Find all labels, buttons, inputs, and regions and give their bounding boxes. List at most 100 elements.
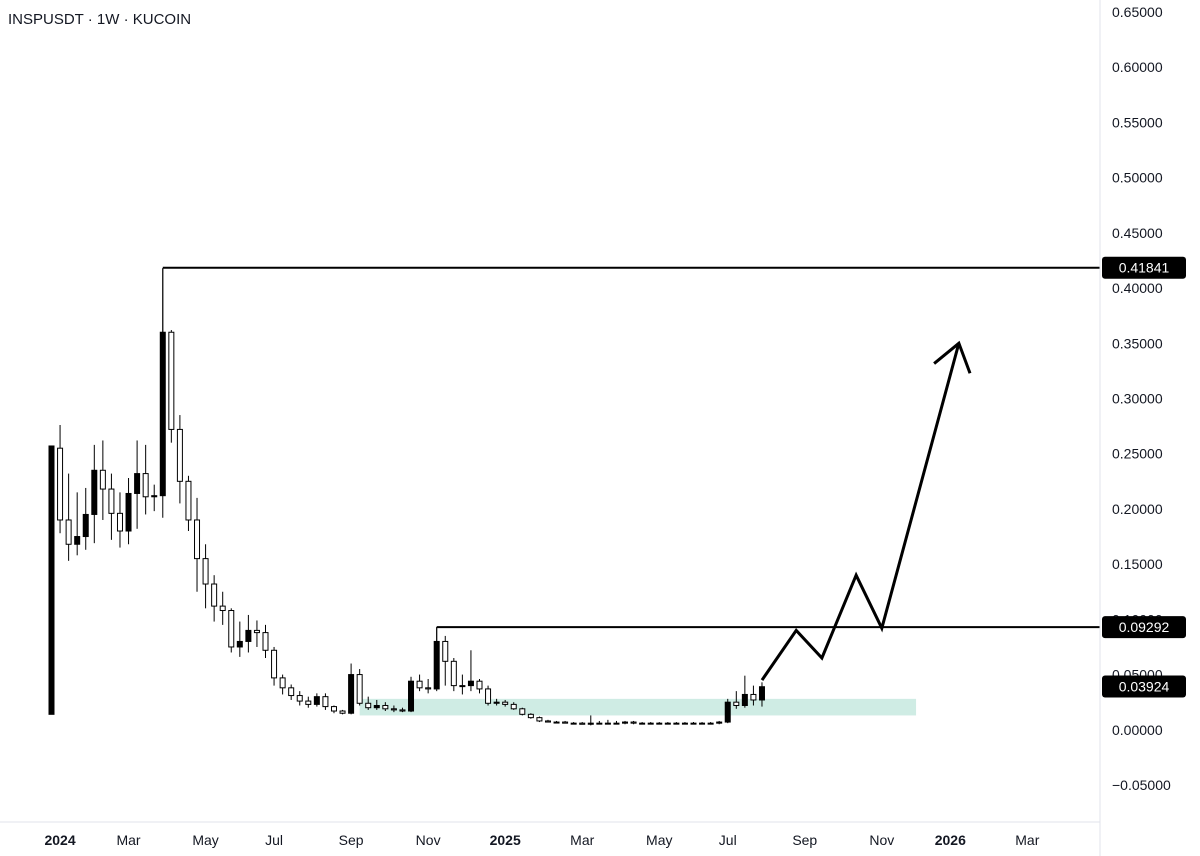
candle-body — [476, 680, 483, 690]
candle-body — [707, 722, 714, 725]
candle-body — [390, 708, 397, 711]
price-tick-label: 0.30000 — [1112, 391, 1163, 407]
candle-body — [365, 702, 372, 709]
candle-body — [271, 649, 278, 679]
current-price-label: 0.03924 — [1102, 675, 1186, 698]
price-tick-label: 0.15000 — [1112, 556, 1163, 572]
time-tick-label: Jul — [265, 832, 283, 848]
high-level-label-bg — [1102, 256, 1186, 279]
candle-body — [673, 722, 680, 725]
candle-body — [570, 722, 577, 725]
candle-body — [408, 680, 415, 712]
price-tick-label: 0.20000 — [1112, 501, 1163, 517]
candle-body — [48, 445, 55, 715]
time-tick-label: 2024 — [44, 832, 75, 848]
current-price-label-text: 0.03924 — [1119, 678, 1170, 694]
candle-body — [82, 513, 89, 538]
candle-body — [467, 680, 474, 687]
candle-body — [65, 519, 72, 545]
time-tick-label: Nov — [416, 832, 441, 848]
candle-body — [219, 605, 226, 612]
candle-body — [151, 495, 158, 498]
candle-body — [313, 696, 320, 705]
candle-body — [647, 722, 654, 725]
candle-body — [279, 677, 286, 689]
candle-body — [330, 706, 337, 712]
price-axis[interactable]: 0.65000 0.60000 0.55000 0.50000 0.45000 0.400… — [1099, 0, 1171, 856]
candle-body — [758, 686, 765, 701]
candle-body — [596, 722, 603, 725]
candle-body — [348, 674, 355, 714]
price-tick-label: 0.55000 — [1112, 114, 1163, 130]
candle-body — [562, 721, 569, 724]
candle-body — [262, 632, 269, 651]
candle-body — [373, 704, 380, 709]
candle-body — [211, 583, 218, 607]
candle-body — [253, 629, 260, 634]
price-tick-label: 0.40000 — [1112, 280, 1163, 296]
candle-body — [176, 428, 183, 482]
price-tick-label: 0.60000 — [1112, 59, 1163, 75]
candle-body — [613, 722, 620, 725]
candle-body — [750, 693, 757, 701]
candle-body — [553, 721, 560, 724]
candle-body — [510, 703, 517, 710]
time-axis[interactable]: 2024 Mar May Jul Sep Nov 2025 Mar May Jul Sep Nov 20… — [0, 821, 1100, 848]
candle-body — [699, 722, 706, 725]
candle-body — [416, 680, 423, 689]
candle-body — [459, 685, 466, 688]
candle-body — [99, 469, 106, 490]
candle-body — [630, 721, 637, 724]
price-tick-label: 0.00000 — [1112, 722, 1163, 738]
candle-body — [433, 640, 440, 690]
candle-body — [305, 700, 312, 705]
candle-body — [604, 722, 611, 725]
price-tick-label: 0.50000 — [1112, 170, 1163, 186]
candle-body — [91, 469, 98, 515]
high-level-label: 0.41841 — [1102, 256, 1186, 279]
time-tick-label: Mar — [1015, 832, 1039, 848]
candle-body — [690, 722, 697, 725]
candle-body — [382, 704, 389, 710]
candle-body — [425, 687, 432, 690]
candle-body — [485, 688, 492, 704]
candle-body — [322, 696, 329, 708]
candle-body — [527, 713, 534, 719]
current-price-label-bg — [1102, 675, 1186, 698]
candle-body — [399, 709, 406, 712]
candle-body — [502, 701, 509, 705]
resistance-level-label: 0.09292 — [1102, 616, 1186, 639]
time-tick-label: May — [192, 832, 218, 848]
price-tick-label: 0.45000 — [1112, 225, 1163, 241]
candle-body — [288, 687, 295, 697]
price-labels-layer: 0.41841 0.09292 0.03924 — [1102, 256, 1186, 698]
projection-path — [760, 342, 961, 681]
candle-body — [236, 640, 243, 648]
accumulation-zone-layer — [359, 698, 917, 716]
candle-body — [544, 720, 551, 723]
candle-body — [493, 701, 500, 704]
candle-body — [716, 721, 723, 724]
candle-body — [356, 674, 363, 704]
candle-body — [536, 717, 543, 722]
price-tick-label: 0.25000 — [1112, 446, 1163, 462]
projection-arrowhead — [933, 340, 972, 374]
support-zone — [359, 698, 917, 716]
time-tick-label: May — [646, 832, 672, 848]
candle-body — [733, 701, 740, 706]
candle-body — [159, 331, 166, 497]
candle-body — [202, 558, 209, 585]
candle-body — [339, 710, 346, 714]
candle-body — [108, 488, 115, 514]
time-tick-label: Jul — [719, 832, 737, 848]
time-tick-label: Mar — [570, 832, 594, 848]
candle-body — [245, 629, 252, 642]
candle-body — [724, 701, 731, 723]
candle-body — [681, 722, 688, 725]
time-tick-label: Nov — [869, 832, 894, 848]
candle-body — [664, 722, 671, 725]
resistance-level-label-text: 0.09292 — [1119, 619, 1170, 635]
time-tick-label: Sep — [792, 832, 817, 848]
candle-body — [296, 695, 303, 702]
